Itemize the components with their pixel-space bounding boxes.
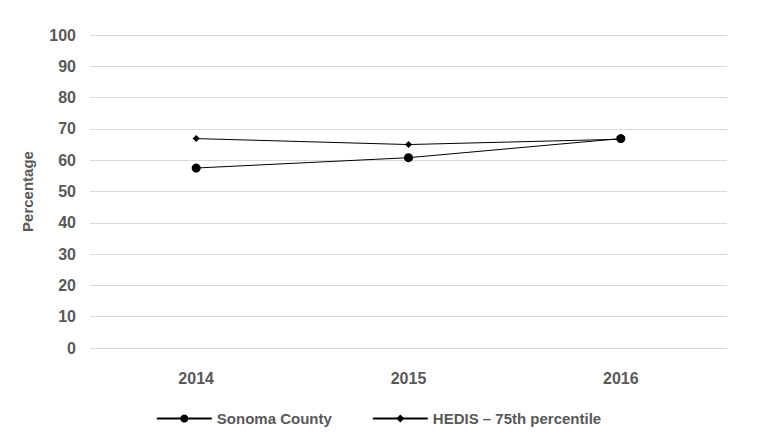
svg-text:30: 30 — [58, 246, 76, 263]
svg-text:2014: 2014 — [178, 370, 214, 387]
svg-text:50: 50 — [58, 183, 76, 200]
svg-text:2016: 2016 — [603, 370, 639, 387]
svg-text:100: 100 — [49, 27, 76, 44]
svg-text:HEDIS – 75th percentile: HEDIS – 75th percentile — [433, 410, 601, 427]
svg-text:Sonoma County: Sonoma County — [217, 410, 333, 427]
svg-text:80: 80 — [58, 89, 76, 106]
svg-text:0: 0 — [67, 340, 76, 357]
svg-text:40: 40 — [58, 214, 76, 231]
svg-text:70: 70 — [58, 120, 76, 137]
svg-text:60: 60 — [58, 152, 76, 169]
svg-text:20: 20 — [58, 277, 76, 294]
svg-text:90: 90 — [58, 58, 76, 75]
svg-text:2015: 2015 — [391, 370, 427, 387]
svg-text:10: 10 — [58, 308, 76, 325]
svg-text:Percentage: Percentage — [19, 151, 36, 232]
